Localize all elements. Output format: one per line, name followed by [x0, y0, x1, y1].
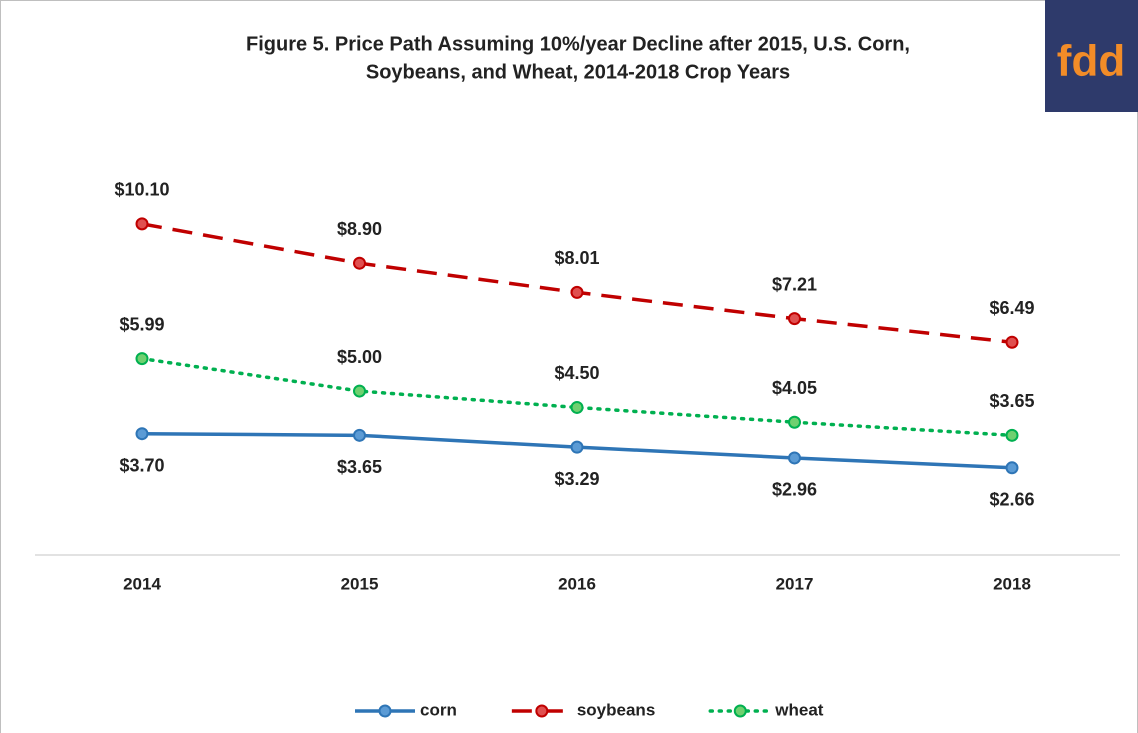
data-label: $4.05	[772, 378, 817, 398]
data-label: $3.70	[119, 455, 164, 475]
logo: fdd	[1057, 37, 1125, 86]
x-tick-label: 2017	[776, 574, 814, 593]
point	[1005, 335, 1019, 349]
point	[135, 352, 149, 366]
legend-label: corn	[420, 700, 457, 719]
x-tick-label: 2015	[341, 574, 379, 593]
point	[788, 415, 801, 429]
data-label: $2.96	[772, 480, 817, 500]
point	[788, 451, 801, 465]
point	[353, 256, 366, 270]
logo-box	[1045, 0, 1138, 112]
data-label: $3.29	[554, 469, 599, 489]
point	[570, 400, 584, 414]
data-label: $5.99	[119, 314, 164, 334]
data-label: $7.21	[772, 274, 817, 294]
x-tick-label: 2014	[123, 574, 161, 593]
data-label: $6.49	[989, 298, 1034, 318]
point	[353, 384, 366, 398]
data-label: $8.90	[337, 219, 382, 239]
data-label: $2.66	[989, 490, 1034, 510]
series-line	[141, 222, 1013, 344]
point	[1005, 428, 1019, 442]
series-line	[140, 356, 1014, 438]
point	[1005, 461, 1019, 475]
point	[570, 440, 584, 454]
chart-title: Figure 5. Price Path Assuming 10%/year D…	[246, 33, 910, 55]
data-label: $3.65	[337, 457, 382, 477]
legend-label: wheat	[774, 700, 824, 719]
chart-title: Soybeans, and Wheat, 2014-2018 Crop Year…	[366, 61, 790, 83]
data-label: $3.65	[989, 391, 1034, 411]
point	[788, 312, 801, 326]
legend-label: soybeans	[577, 700, 655, 719]
point	[135, 217, 149, 231]
legend-marker	[535, 704, 549, 718]
point	[353, 428, 366, 442]
data-label: $4.50	[554, 363, 599, 383]
data-label: $5.00	[337, 347, 382, 367]
x-tick-label: 2018	[993, 574, 1031, 593]
point	[570, 285, 584, 299]
legend-marker	[378, 704, 392, 718]
data-label: $8.01	[554, 248, 599, 268]
data-label: $10.10	[114, 180, 169, 200]
legend-marker	[733, 704, 747, 718]
x-tick-label: 2016	[558, 574, 596, 593]
point	[135, 427, 149, 441]
